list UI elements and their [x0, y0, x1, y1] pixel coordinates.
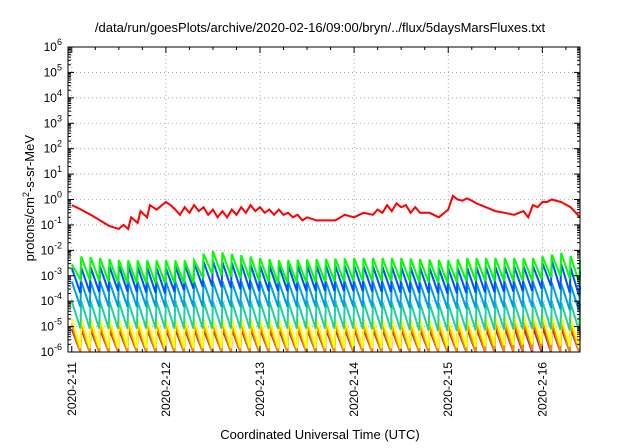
y-tick-exponent: -3	[54, 266, 62, 276]
x-tick-label: 2020-2-14	[347, 362, 361, 417]
y-tick-base: 10	[44, 116, 58, 130]
y-tick-label: 105	[44, 62, 62, 79]
y-tick-base: 10	[44, 65, 58, 79]
y-tick-label: 103	[44, 113, 62, 130]
series-line	[70, 250, 581, 284]
y-tick-label: 100	[44, 190, 62, 207]
x-axis-label: Coordinated Universal Time (UTC)	[220, 427, 420, 442]
y-tick-label: 10-6	[41, 342, 62, 359]
y-tick-exponent: 1	[57, 164, 62, 174]
y-tick-label: 102	[44, 139, 62, 156]
y-tick-base: 10	[44, 40, 58, 54]
y-tick-exponent: 2	[57, 139, 62, 149]
y-tick-exponent: -2	[54, 240, 62, 250]
axes: 10-610-510-410-310-210-11001011021031041…	[41, 37, 580, 417]
y-tick-exponent: -4	[54, 291, 62, 301]
y-tick-base: 10	[44, 193, 58, 207]
series-layer	[70, 194, 581, 353]
y-tick-base: 10	[41, 218, 55, 232]
y-tick-base: 10	[41, 294, 55, 308]
y-tick-base: 10	[44, 142, 58, 156]
y-tick-label: 10-4	[41, 291, 62, 308]
y-tick-label: 10-3	[41, 266, 62, 283]
y-tick-exponent: -5	[54, 317, 62, 327]
y-tick-base: 10	[41, 345, 55, 359]
y-tick-exponent: 4	[57, 88, 62, 98]
y-tick-exponent: -1	[54, 215, 62, 225]
x-tick-label: 2020-2-11	[65, 362, 79, 416]
x-tick-label: 2020-2-13	[253, 362, 267, 417]
y-tick-label: 10-5	[41, 317, 62, 334]
y-tick-base: 10	[44, 167, 58, 181]
y-tick-exponent: 5	[57, 62, 62, 72]
y-tick-label: 10-1	[41, 215, 62, 232]
y-axis-label: protons/cm2-s-sr-MeV	[20, 134, 38, 262]
x-tick-label: 2020-2-15	[441, 362, 455, 417]
y-tick-base: 10	[44, 91, 58, 105]
y-tick-exponent: -6	[54, 342, 62, 352]
y-tick-base: 10	[41, 320, 55, 334]
y-tick-label: 104	[44, 88, 62, 105]
y-tick-label: 10-2	[41, 240, 62, 257]
y-tick-label: 106	[44, 37, 62, 54]
y-tick-base: 10	[41, 269, 55, 283]
y-tick-label: 101	[44, 164, 62, 181]
chart-title: /data/run/goesPlots/archive/2020-02-16/0…	[94, 20, 546, 35]
y-tick-exponent: 6	[57, 37, 62, 47]
y-tick-base: 10	[41, 243, 55, 257]
series-line	[71, 194, 581, 231]
y-tick-exponent: 0	[57, 190, 62, 200]
y-tick-exponent: 3	[57, 113, 62, 123]
x-tick-label: 2020-2-16	[535, 362, 549, 417]
x-tick-label: 2020-2-12	[159, 362, 173, 417]
